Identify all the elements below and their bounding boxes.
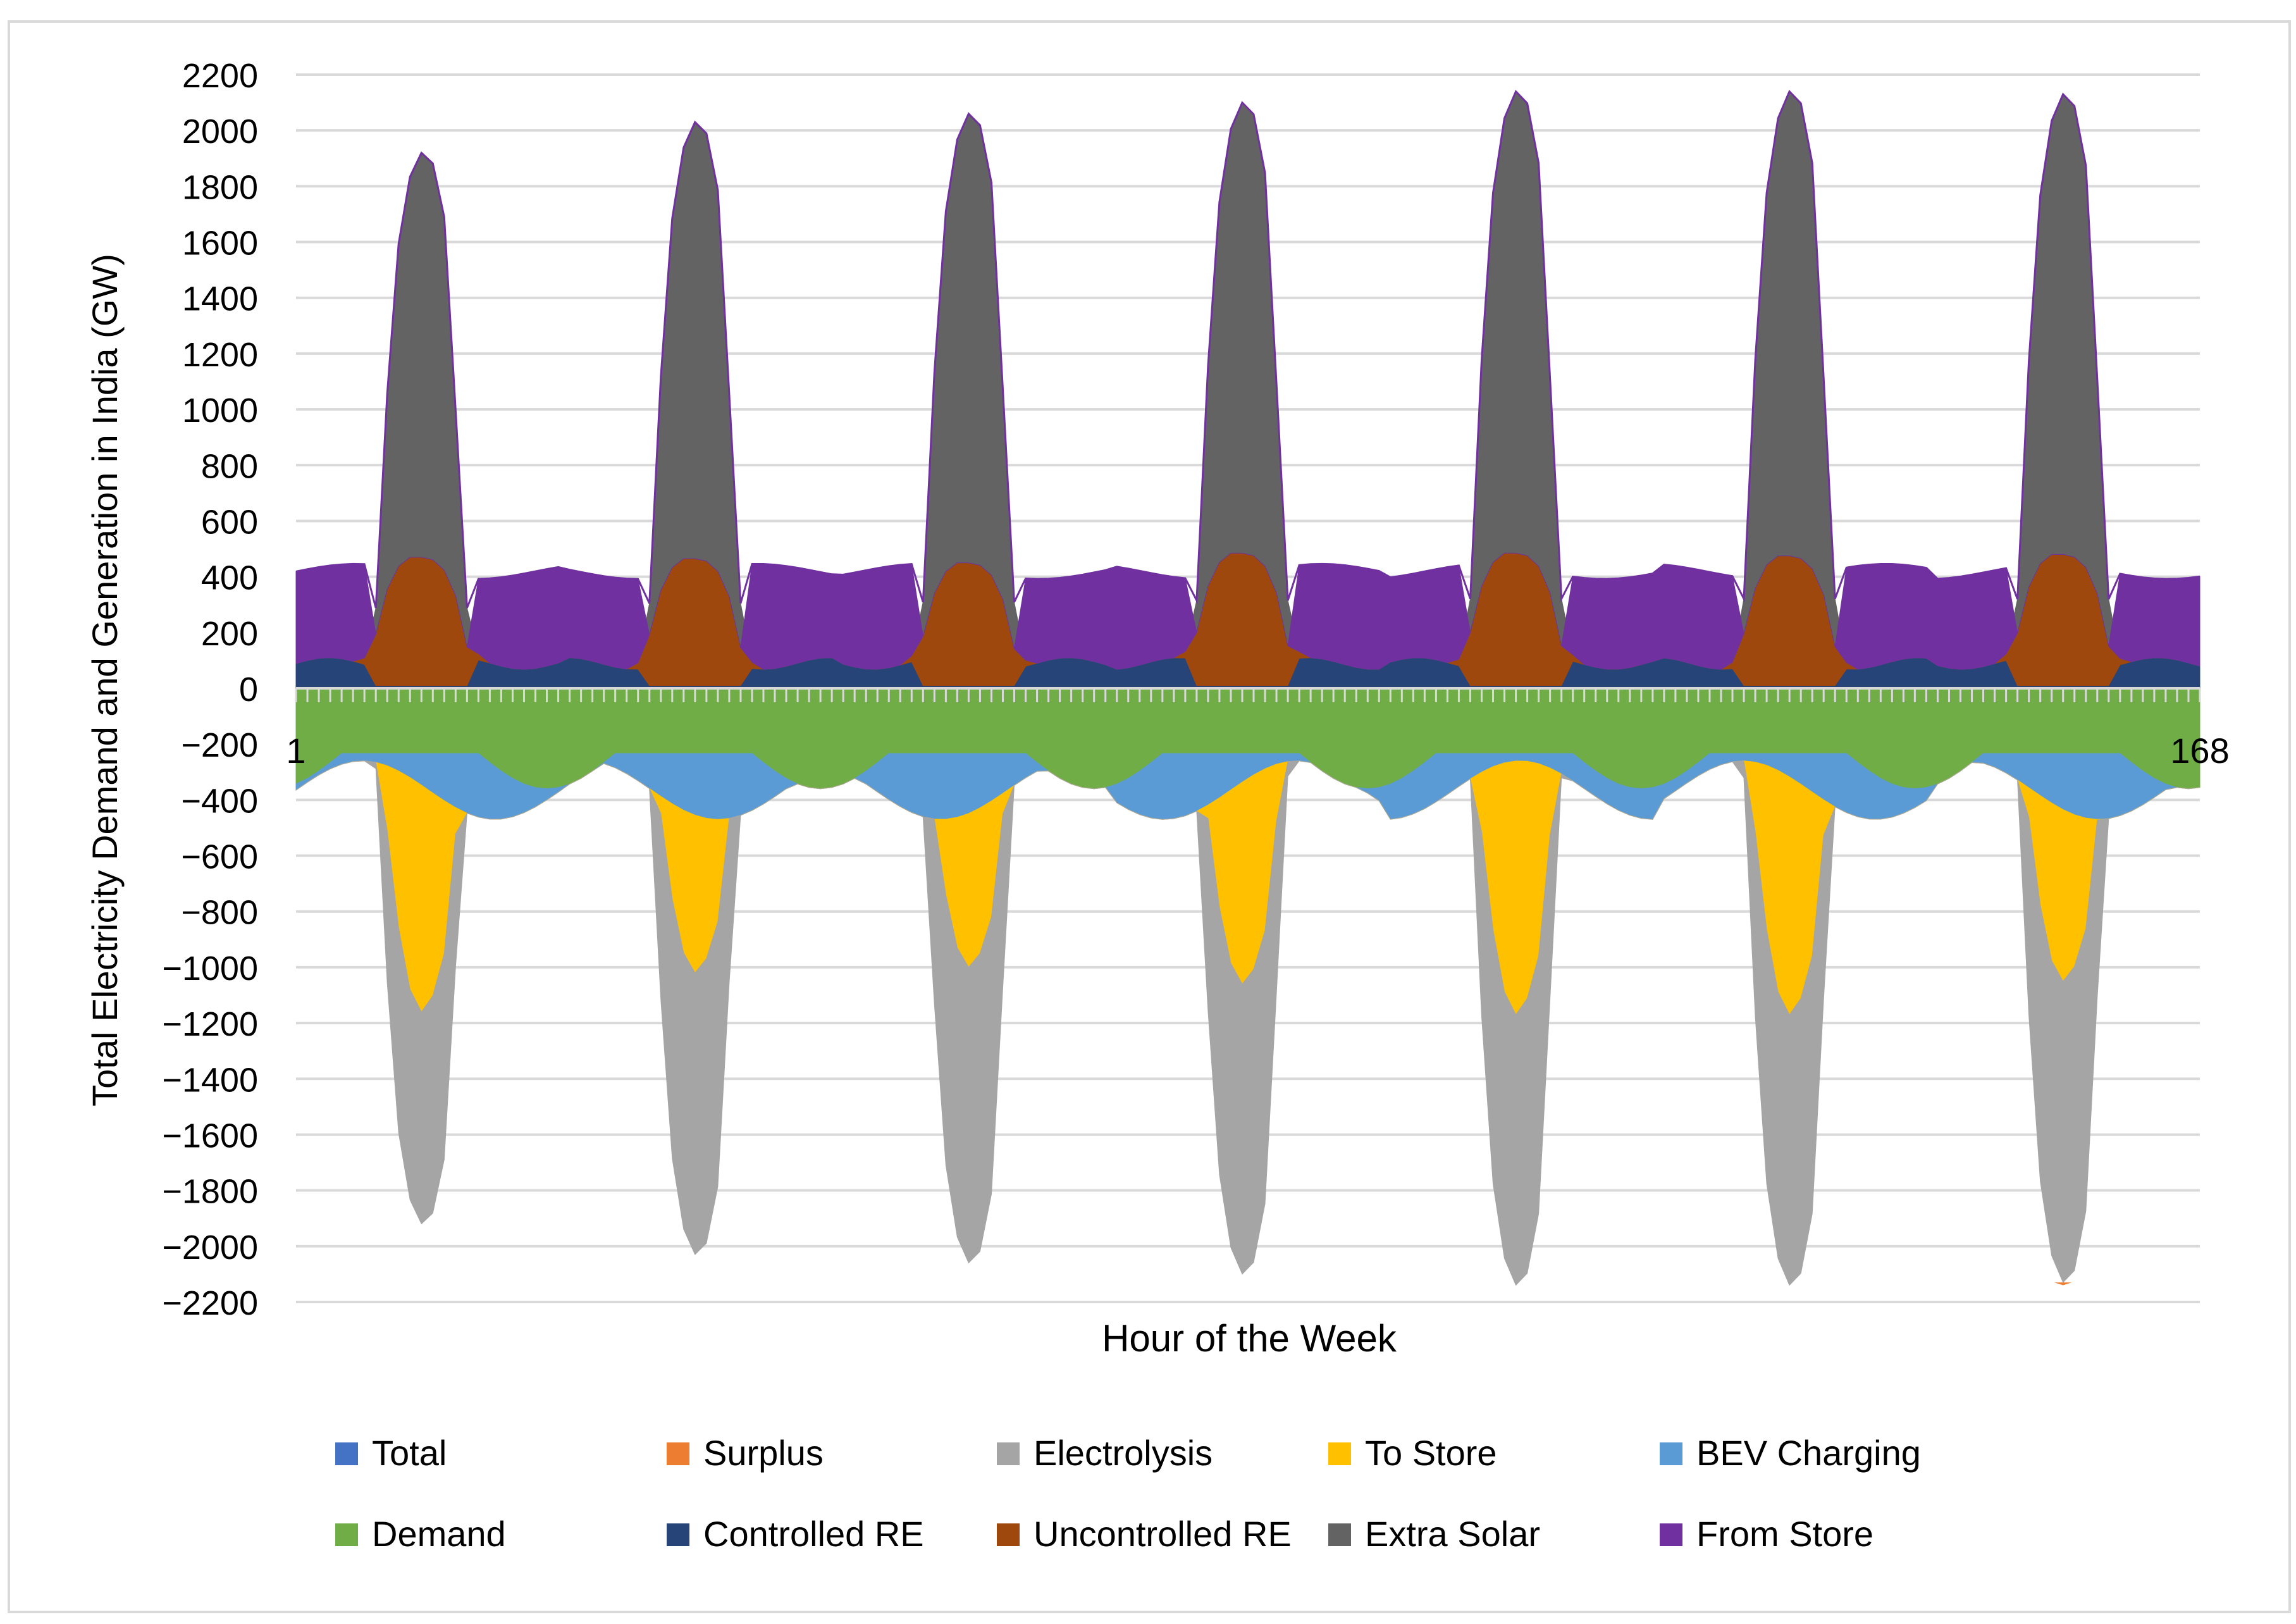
series-surplus xyxy=(2054,1282,2072,1286)
y-tick-label: 1600 xyxy=(182,225,258,263)
legend-item: Uncontrolled RE xyxy=(997,1514,1292,1554)
legend-swatch xyxy=(335,1523,358,1546)
x-tick-label: 1 xyxy=(286,731,306,771)
y-tick-label: −200 xyxy=(181,726,258,764)
legend-label: From Store xyxy=(1696,1514,1873,1554)
y-tick-label: −1200 xyxy=(162,1005,258,1043)
legend-label: To Store xyxy=(1365,1433,1497,1473)
y-axis-title: Total Electricity Demand and Generation … xyxy=(85,254,125,1106)
x-axis-title: Hour of the Week xyxy=(1102,1317,1397,1360)
legend-swatch xyxy=(667,1523,689,1546)
legend-label: Demand xyxy=(372,1514,506,1554)
legend-item: Demand xyxy=(335,1514,506,1554)
y-tick-label: 2200 xyxy=(182,57,258,95)
legend-label: Electrolysis xyxy=(1034,1433,1213,1473)
legend-layer: Total Surplus Electrolysis To Store BEV Char… xyxy=(335,1433,1921,1554)
legend-swatch xyxy=(335,1442,358,1465)
y-tick-label: −1600 xyxy=(162,1117,258,1155)
legend-item: Electrolysis xyxy=(997,1433,1213,1473)
legend-label: Uncontrolled RE xyxy=(1034,1514,1292,1554)
legend-item: From Store xyxy=(1660,1514,1873,1554)
legend-swatch xyxy=(997,1442,1020,1465)
y-tick-label: 400 xyxy=(201,559,258,597)
x-tick-label: 168 xyxy=(2170,731,2229,771)
legend-swatch xyxy=(997,1523,1020,1546)
y-tick-label: −800 xyxy=(181,894,258,932)
y-tick-label: −2000 xyxy=(162,1229,258,1267)
legend-label: Extra Solar xyxy=(1365,1514,1540,1554)
series-electrolysis xyxy=(295,760,2200,1286)
y-tick-label: −2200 xyxy=(162,1284,258,1322)
legend-swatch xyxy=(1328,1442,1351,1465)
series-layer xyxy=(295,89,2200,1286)
series-total-outline xyxy=(295,89,2200,609)
legend-swatch xyxy=(667,1442,689,1465)
legend-item: Extra Solar xyxy=(1328,1514,1540,1554)
legend-swatch xyxy=(1660,1523,1682,1546)
legend-label: BEV Charging xyxy=(1696,1433,1921,1473)
y-tick-label: −1000 xyxy=(162,950,258,988)
legend-item: Surplus xyxy=(667,1433,824,1473)
y-tick-label: 1000 xyxy=(182,392,258,430)
legend-item: BEV Charging xyxy=(1660,1433,1921,1473)
legend-item: To Store xyxy=(1328,1433,1497,1473)
legend-swatch xyxy=(1660,1442,1682,1465)
y-tick-label: 200 xyxy=(201,615,258,653)
y-tick-label: −1400 xyxy=(162,1061,258,1099)
y-tick-label: 1400 xyxy=(182,280,258,318)
legend-label: Controlled RE xyxy=(703,1514,924,1554)
y-tick-label: 1800 xyxy=(182,168,258,206)
legend-swatch xyxy=(1328,1523,1351,1546)
y-tick-label: 600 xyxy=(201,503,258,541)
legend-item: Controlled RE xyxy=(667,1514,924,1554)
legend-label: Total xyxy=(372,1433,447,1473)
y-tick-label: 1200 xyxy=(182,336,258,374)
y-tick-label: 2000 xyxy=(182,113,258,151)
y-tick-label: −600 xyxy=(181,838,258,876)
legend-item: Total xyxy=(335,1433,447,1473)
y-tick-label: 0 xyxy=(239,671,258,709)
y-tick-label: −400 xyxy=(181,782,258,820)
legend-label: Surplus xyxy=(703,1433,824,1473)
series-from-store xyxy=(295,552,2200,670)
axis-layer: 2200200018001600140012001000800600400200… xyxy=(162,57,2229,1322)
y-tick-label: 800 xyxy=(201,447,258,485)
y-tick-label: −1800 xyxy=(162,1173,258,1211)
